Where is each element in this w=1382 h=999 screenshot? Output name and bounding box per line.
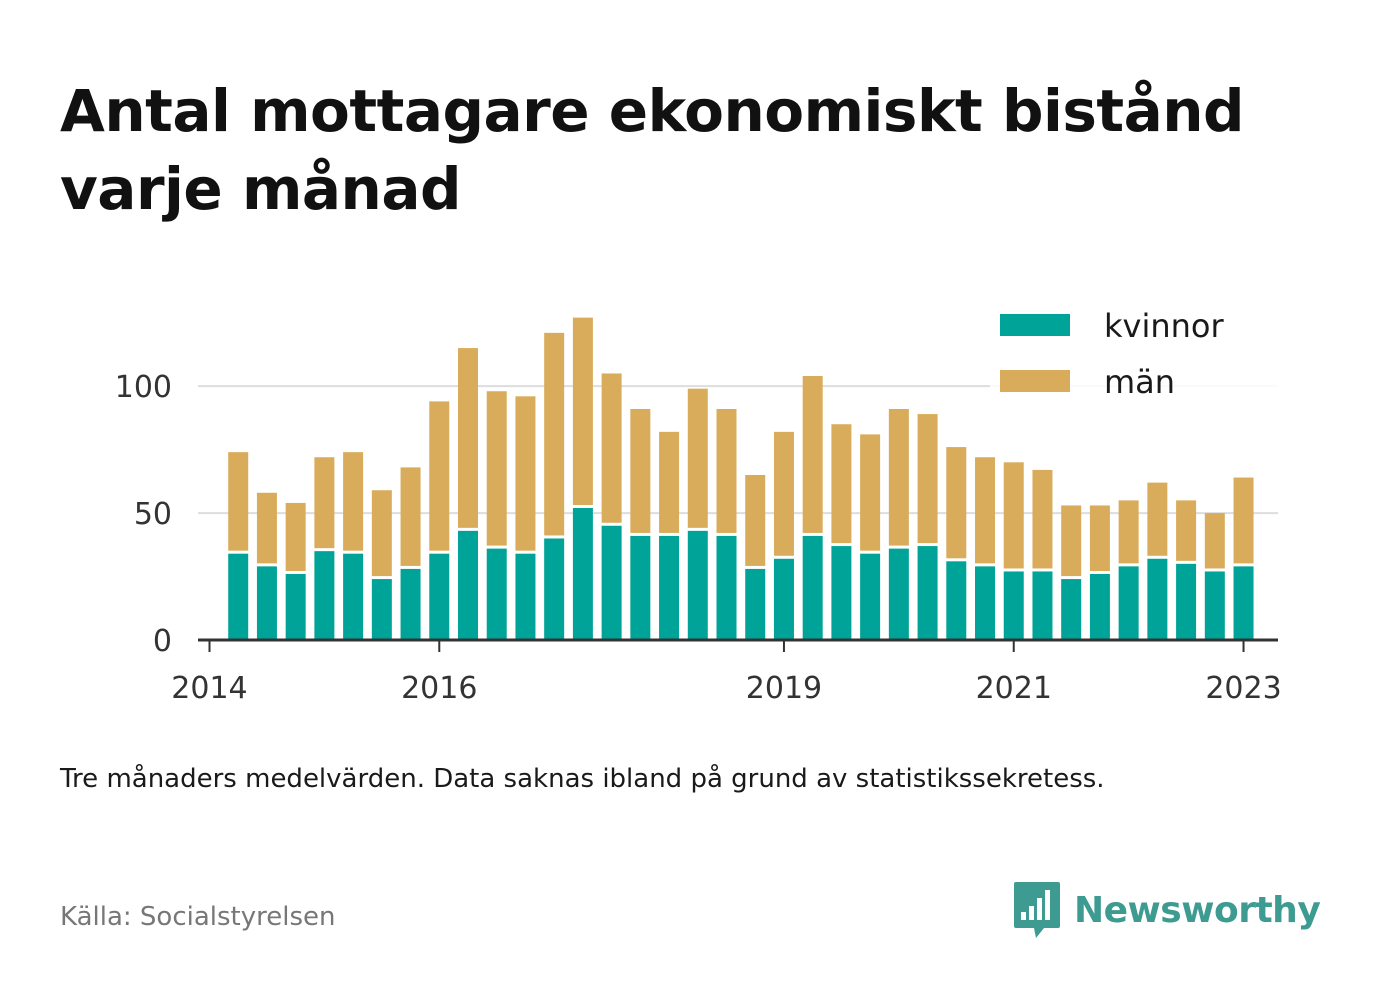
bar-kvinnor bbox=[400, 568, 421, 640]
legend-label: kvinnor bbox=[1104, 307, 1225, 345]
bar-man bbox=[1118, 500, 1139, 564]
bar-man bbox=[1003, 462, 1024, 569]
bar-kvinnor bbox=[975, 566, 996, 640]
bar-man bbox=[371, 490, 392, 577]
bar-man bbox=[888, 409, 909, 546]
bar-man bbox=[687, 388, 708, 528]
bar-chart-speech-bubble-icon bbox=[1014, 882, 1060, 938]
bar-man bbox=[285, 502, 306, 571]
bar-man bbox=[831, 424, 852, 544]
x-tick-label: 2023 bbox=[1205, 671, 1281, 706]
axes: 0 50 100 2014 2016 2019 2021 2023 bbox=[115, 370, 1282, 706]
y-tick-label: 100 bbox=[115, 370, 172, 405]
bar-man bbox=[802, 376, 823, 533]
bar-kvinnor bbox=[601, 525, 622, 640]
bar-kvinnor bbox=[716, 535, 737, 640]
bar-man bbox=[946, 447, 967, 559]
bar-man bbox=[860, 434, 881, 551]
bar-kvinnor bbox=[888, 548, 909, 640]
bar-kvinnor bbox=[1204, 571, 1225, 640]
bar-kvinnor bbox=[1233, 566, 1254, 640]
bar-kvinnor bbox=[1003, 571, 1024, 640]
bar-man bbox=[544, 332, 565, 536]
bar-kvinnor bbox=[630, 535, 651, 640]
bar-kvinnor bbox=[572, 508, 593, 640]
brand-name: Newsworthy bbox=[1074, 889, 1321, 931]
bar-man bbox=[1176, 500, 1197, 561]
x-tick-label: 2019 bbox=[746, 671, 822, 706]
bar-kvinnor bbox=[515, 553, 536, 640]
bar-man bbox=[630, 409, 651, 533]
bar-kvinnor bbox=[745, 568, 766, 640]
x-tick-label: 2016 bbox=[401, 671, 477, 706]
bar-kvinnor bbox=[228, 553, 249, 640]
bar-kvinnor bbox=[1061, 579, 1082, 640]
bar-kvinnor bbox=[773, 558, 794, 640]
bar-man bbox=[486, 391, 507, 546]
legend: kvinnor män bbox=[990, 304, 1280, 404]
chart-title: Antal mottagare ekonomiskt bistånd varje… bbox=[60, 77, 1245, 223]
bar-kvinnor bbox=[1089, 574, 1110, 640]
bar-kvinnor bbox=[687, 530, 708, 640]
bar-kvinnor bbox=[1032, 571, 1053, 640]
bar-man bbox=[343, 452, 364, 551]
bar-man bbox=[1089, 505, 1110, 571]
bar-kvinnor bbox=[917, 546, 938, 640]
bar-kvinnor bbox=[1118, 566, 1139, 640]
bar-kvinnor bbox=[429, 553, 450, 640]
bar-kvinnor bbox=[544, 538, 565, 640]
bar-kvinnor bbox=[486, 548, 507, 640]
bar-man bbox=[659, 431, 680, 533]
bar-kvinnor bbox=[1176, 563, 1197, 640]
x-tick-label: 2014 bbox=[171, 671, 247, 706]
bar-kvinnor bbox=[860, 553, 881, 640]
bar-kvinnor bbox=[458, 530, 478, 640]
legend-swatch bbox=[1000, 314, 1070, 336]
bar-man bbox=[773, 431, 794, 556]
bar-man bbox=[1233, 477, 1254, 564]
bar-man bbox=[716, 409, 737, 533]
bar-man bbox=[917, 414, 938, 544]
bar-kvinnor bbox=[371, 579, 392, 640]
bar-man bbox=[1032, 469, 1053, 569]
bar-man bbox=[1061, 505, 1082, 577]
brand-logo: Newsworthy bbox=[1012, 880, 1321, 940]
legend-swatch bbox=[1000, 370, 1070, 392]
bar-man bbox=[515, 396, 536, 551]
bar-kvinnor bbox=[946, 561, 967, 640]
bar-man bbox=[975, 457, 996, 564]
x-tick-label: 2021 bbox=[976, 671, 1052, 706]
bar-man bbox=[1204, 513, 1225, 569]
bar-kvinnor bbox=[343, 553, 364, 640]
bar-man bbox=[601, 373, 622, 523]
bar-man bbox=[314, 457, 335, 549]
bar-kvinnor bbox=[1147, 558, 1168, 640]
bar-kvinnor bbox=[802, 535, 823, 640]
bar-group bbox=[228, 317, 1254, 640]
bar-kvinnor bbox=[314, 551, 335, 640]
legend-label: män bbox=[1104, 363, 1175, 401]
bar-man bbox=[458, 348, 478, 528]
y-tick-label: 0 bbox=[153, 624, 172, 659]
bar-kvinnor bbox=[659, 535, 680, 640]
bar-kvinnor bbox=[285, 574, 306, 640]
bar-man bbox=[429, 401, 450, 551]
bar-man bbox=[745, 475, 766, 566]
bar-man bbox=[228, 452, 249, 551]
y-tick-label: 50 bbox=[134, 497, 172, 532]
chart-note: Tre månaders medelvärden. Data saknas ib… bbox=[60, 764, 1105, 794]
bar-kvinnor bbox=[256, 566, 277, 640]
bar-kvinnor bbox=[831, 546, 852, 640]
bar-man bbox=[1147, 482, 1168, 556]
bar-man bbox=[256, 492, 277, 564]
source-label: Källa: Socialstyrelsen bbox=[60, 902, 336, 932]
bar-man bbox=[572, 317, 593, 505]
bar-man bbox=[400, 467, 421, 566]
